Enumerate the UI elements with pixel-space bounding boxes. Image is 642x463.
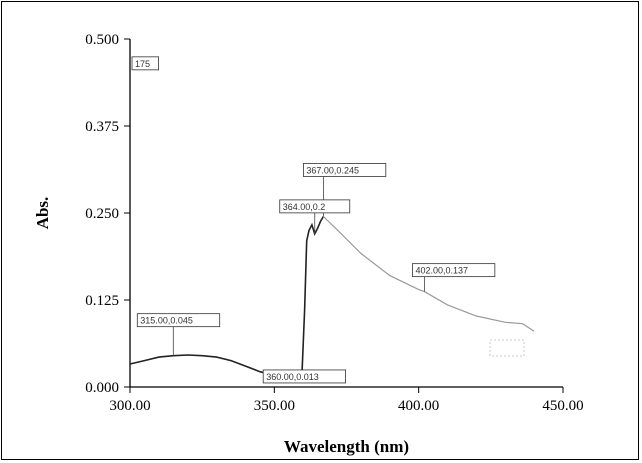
x-tick-label: 350.00: [254, 398, 295, 414]
y-tick-label: 0.250: [85, 206, 119, 222]
peak-labels: 315.00,0.045 360.00,0.013 367.00,0.245 364.…: [131, 56, 525, 384]
peak-label-text: 315.00,0.045: [140, 316, 193, 326]
tick-marks: 300.00 350.00 400.00 450.00 0.000 0.125 0.250 0…: [85, 32, 583, 414]
peak-label-box: [136, 313, 221, 328]
peak-label: 175: [131, 56, 160, 71]
y-axis-title: Abs.: [33, 197, 52, 230]
peak-label-box: [262, 369, 347, 384]
peak-label-box: [279, 199, 351, 214]
peak-label-text: 175: [135, 59, 150, 69]
peak-label-box: [303, 163, 387, 177]
peak-label-box: [412, 263, 496, 278]
x-tick-label: 400.00: [398, 398, 439, 414]
y-tick-label: 0.125: [85, 293, 119, 309]
series-line: [129, 216, 325, 379]
peak-label: 315.00,0.045: [136, 313, 221, 356]
peak-label-text: 367.00,0.245: [306, 165, 359, 175]
y-tick-label: 0.000: [85, 380, 119, 396]
peak-label: 367.00,0.245: [303, 163, 387, 217]
series-layer: [129, 216, 535, 379]
x-tick-label: 450.00: [542, 398, 583, 414]
y-tick-label: 0.375: [85, 119, 119, 135]
peak-label: 360.00,0.013: [262, 369, 347, 384]
peak-label-text: 402.00,0.137: [415, 266, 468, 276]
peak-label: 364.00,0.2: [279, 199, 351, 234]
x-tick-label: 300.00: [109, 398, 150, 414]
x-axis-title: Wavelength (nm): [284, 437, 409, 456]
peak-label-box: [131, 56, 160, 71]
faded-label-box: [489, 339, 525, 357]
y-tick-label: 0.500: [85, 32, 119, 48]
peak-label-text: 360.00,0.013: [266, 372, 319, 382]
peak-label-text: 364.00,0.2: [283, 202, 326, 212]
peak-label: 402.00,0.137: [412, 263, 496, 292]
